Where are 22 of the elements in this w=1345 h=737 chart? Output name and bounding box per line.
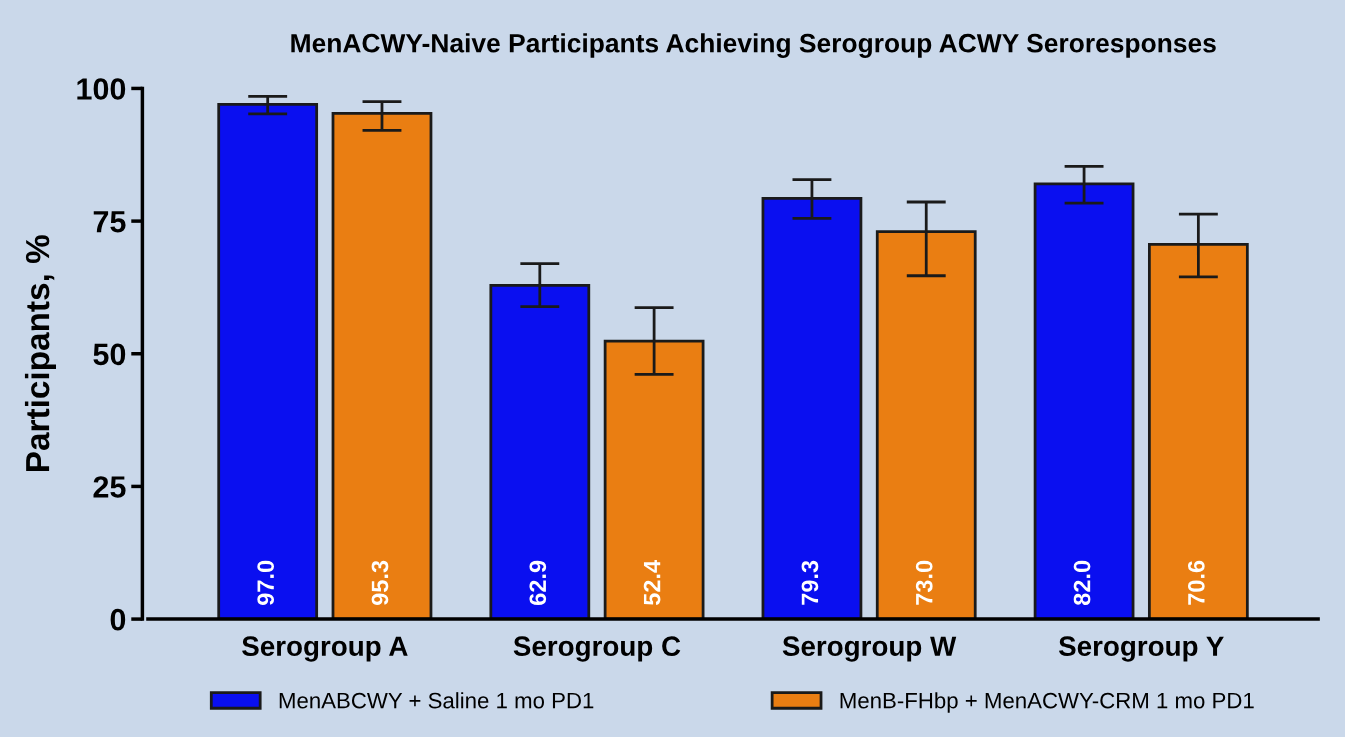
data-label: 52.4 (643, 559, 661, 606)
y-axis-title: Participants, % (24, 235, 56, 472)
y-tick-label: 75 (93, 211, 126, 233)
x-tick-label: Serogroup W (782, 636, 957, 662)
data-label: 62.9 (529, 560, 547, 605)
y-tick-label: 100 (77, 78, 126, 100)
x-tick-label: Serogroup Y (1058, 636, 1224, 662)
data-label: 73.0 (915, 560, 933, 605)
data-label: 70.6 (1187, 560, 1205, 605)
y-tick-label: 50 (93, 343, 126, 366)
data-label: 97.0 (257, 560, 275, 605)
y-tick-label: 0 (110, 608, 126, 631)
x-tick-label: Serogroup C (513, 636, 681, 662)
legend-label: MenB-FHbp + MenACWY-CRM 1 mo PD1 (840, 692, 1254, 713)
data-label: 95.3 (371, 560, 389, 605)
legend-label: MenABCWY + Saline 1 mo PD1 (279, 692, 594, 709)
chart-title: MenACWY-Naive Participants Achieving Serogroup ACWY Seroresponses (291, 33, 1216, 58)
x-tick-label: Serogroup A (242, 636, 408, 662)
data-label: 82.0 (1073, 560, 1091, 606)
data-label: 79.3 (801, 560, 819, 605)
y-tick-label: 25 (93, 476, 126, 498)
bar (217, 102, 319, 620)
